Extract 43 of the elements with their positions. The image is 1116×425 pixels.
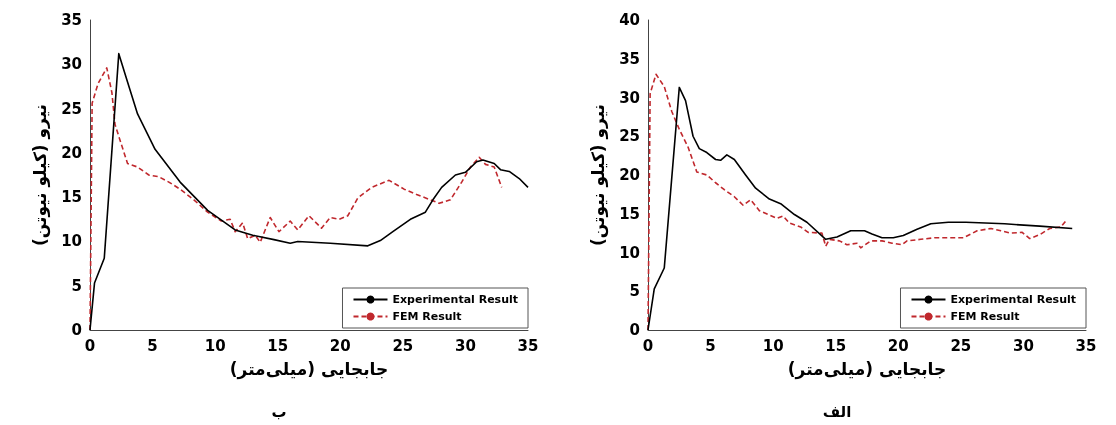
x-tick-label: 30 <box>1012 336 1034 355</box>
x-axis-title: جابجایی (میلی‌متر) <box>229 358 389 380</box>
x-tick-label: 5 <box>705 336 716 355</box>
y-tick-label: 10 <box>61 232 82 251</box>
legend-label: FEM Result <box>950 310 1020 323</box>
y-tick-label: 35 <box>61 11 82 29</box>
legend-label: Experimental Result <box>950 293 1076 306</box>
y-tick-label: 30 <box>61 55 82 74</box>
y-tick-label: 15 <box>619 204 640 223</box>
y-tick-label: 0 <box>71 321 82 339</box>
y-tick-label: 15 <box>61 188 82 207</box>
x-tick-label: 35 <box>517 336 539 355</box>
x-axis-title: جابجایی (میلی‌متر) <box>787 358 947 380</box>
y-tick-label: 10 <box>619 243 640 262</box>
x-tick-label: 5 <box>147 336 158 355</box>
x-tick-label: 0 <box>642 336 654 355</box>
y-tick-label: 25 <box>619 127 640 146</box>
y-tick-label: 5 <box>71 276 82 295</box>
y-tick-label: 5 <box>629 282 640 301</box>
y-tick-label: 20 <box>61 143 82 162</box>
x-tick-label: 25 <box>392 336 414 355</box>
x-tick-label: 10 <box>762 336 784 355</box>
y-axis-title: نیرو (کیلو نیوتن) <box>29 104 51 246</box>
x-tick-label: 10 <box>204 336 226 355</box>
x-tick-label: 15 <box>267 336 289 355</box>
y-tick-label: 35 <box>619 49 640 68</box>
text: ب <box>271 402 287 421</box>
y-tick-label: 30 <box>619 88 640 107</box>
x-tick-label: 30 <box>454 336 476 355</box>
x-tick-label: 35 <box>1075 336 1097 355</box>
x-tick-label: 20 <box>329 336 351 355</box>
x-tick-label: 15 <box>825 336 847 355</box>
x-tick-label: 20 <box>887 336 909 355</box>
y-tick-label: 20 <box>619 166 640 184</box>
x-tick-label: 25 <box>950 336 972 355</box>
y-axis-title: نیرو (کیلو نیوتن) <box>587 104 609 246</box>
y-tick-label: 25 <box>61 99 82 118</box>
legend-label: FEM Result <box>392 310 462 323</box>
legend-label: Experimental Result <box>392 293 518 306</box>
y-tick-label: 40 <box>619 11 640 29</box>
x-tick-label: 0 <box>84 336 96 355</box>
text: الف <box>822 402 852 421</box>
y-tick-label: 0 <box>629 321 640 339</box>
